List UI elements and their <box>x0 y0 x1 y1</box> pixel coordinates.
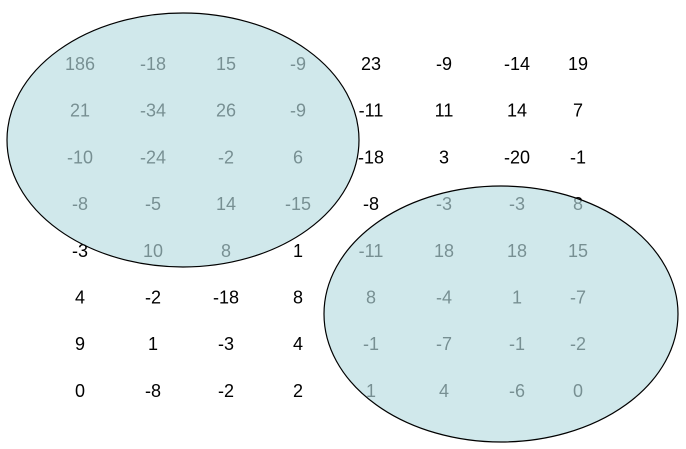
matrix-cell: 4 <box>293 334 303 354</box>
matrix-cell: -14 <box>504 54 530 74</box>
matrix-cell: 1 <box>148 334 158 354</box>
matrix-cell: -9 <box>436 54 452 74</box>
matrix-cell: 7 <box>573 101 583 121</box>
matrix-cell: -8 <box>363 194 379 214</box>
matrix-cell: 1 <box>293 241 303 261</box>
matrix-cell: -18 <box>213 288 239 308</box>
matrix-cell: 14 <box>507 101 527 121</box>
matrix-cell: -1 <box>570 147 586 167</box>
matrix-cell: 0 <box>75 381 85 401</box>
matrix-cell: 2 <box>293 381 303 401</box>
matrix-cell: 9 <box>75 334 85 354</box>
matrix-cell: -2 <box>145 288 161 308</box>
matrix-cell: -11 <box>359 101 384 121</box>
matrix-cell: 23 <box>361 54 381 74</box>
upper-left-highlight-ellipse <box>6 12 360 268</box>
matrix-cell: 4 <box>75 288 85 308</box>
matrix-cell: -3 <box>72 241 88 261</box>
lower-right-highlight-ellipse <box>323 185 679 443</box>
matrix-cell: -20 <box>504 147 530 167</box>
matrix-cell: 19 <box>568 54 588 74</box>
matrix-cell: -2 <box>218 381 234 401</box>
matrix-cell: 11 <box>435 101 454 121</box>
matrix-cell: -8 <box>145 381 161 401</box>
matrix-cell: 3 <box>439 147 449 167</box>
matrix-cell: -18 <box>358 147 384 167</box>
matrix-cell: -3 <box>218 334 234 354</box>
matrix-cell: 8 <box>293 288 303 308</box>
